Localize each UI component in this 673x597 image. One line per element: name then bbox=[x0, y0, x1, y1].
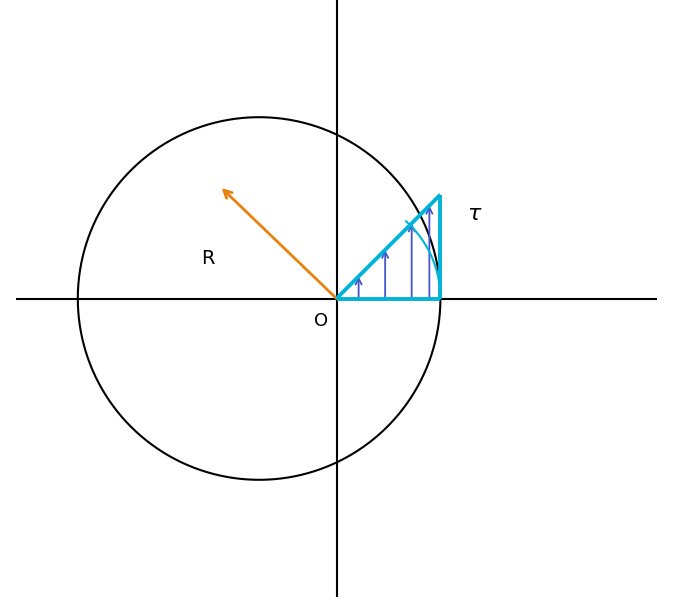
Text: R: R bbox=[201, 249, 215, 268]
Text: τ: τ bbox=[467, 205, 481, 224]
Text: O: O bbox=[314, 312, 328, 330]
